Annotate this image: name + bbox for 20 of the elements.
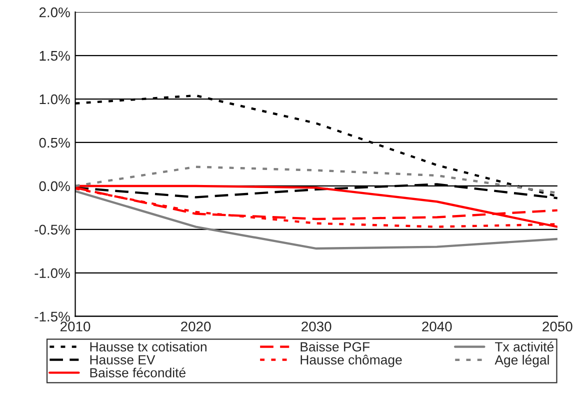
x-tick-label: 2050 — [542, 322, 572, 332]
legend-label: Hausse EV — [90, 355, 156, 364]
y-tick-label: 1.0% — [40, 94, 70, 104]
legend-label: Baisse fécondité — [90, 368, 186, 378]
y-tick-label: -0.5% — [34, 224, 70, 235]
y-tick-label: 0.5% — [39, 138, 70, 148]
y-tick-label: 1.5% — [40, 50, 70, 61]
legend-label: Tx activité — [495, 342, 554, 352]
x-tick-label: 2020 — [181, 322, 211, 332]
x-tick-label: 2010 — [60, 322, 90, 332]
y-tick-label: -1.0% — [34, 268, 70, 278]
y-tick-label: 0.0% — [39, 181, 70, 192]
legend-label: Baisse PGF — [300, 342, 370, 352]
y-tick-label: 2.0% — [39, 7, 70, 18]
y-tick-label: -1.5% — [34, 312, 70, 322]
x-tick-label: 2040 — [422, 322, 452, 332]
legend-label: Hausse tx cotisation — [90, 342, 206, 352]
legend-label: Age légal — [494, 354, 549, 368]
x-tick-label: 2030 — [302, 322, 332, 332]
legend-label: Hausse chômage — [300, 354, 402, 368]
